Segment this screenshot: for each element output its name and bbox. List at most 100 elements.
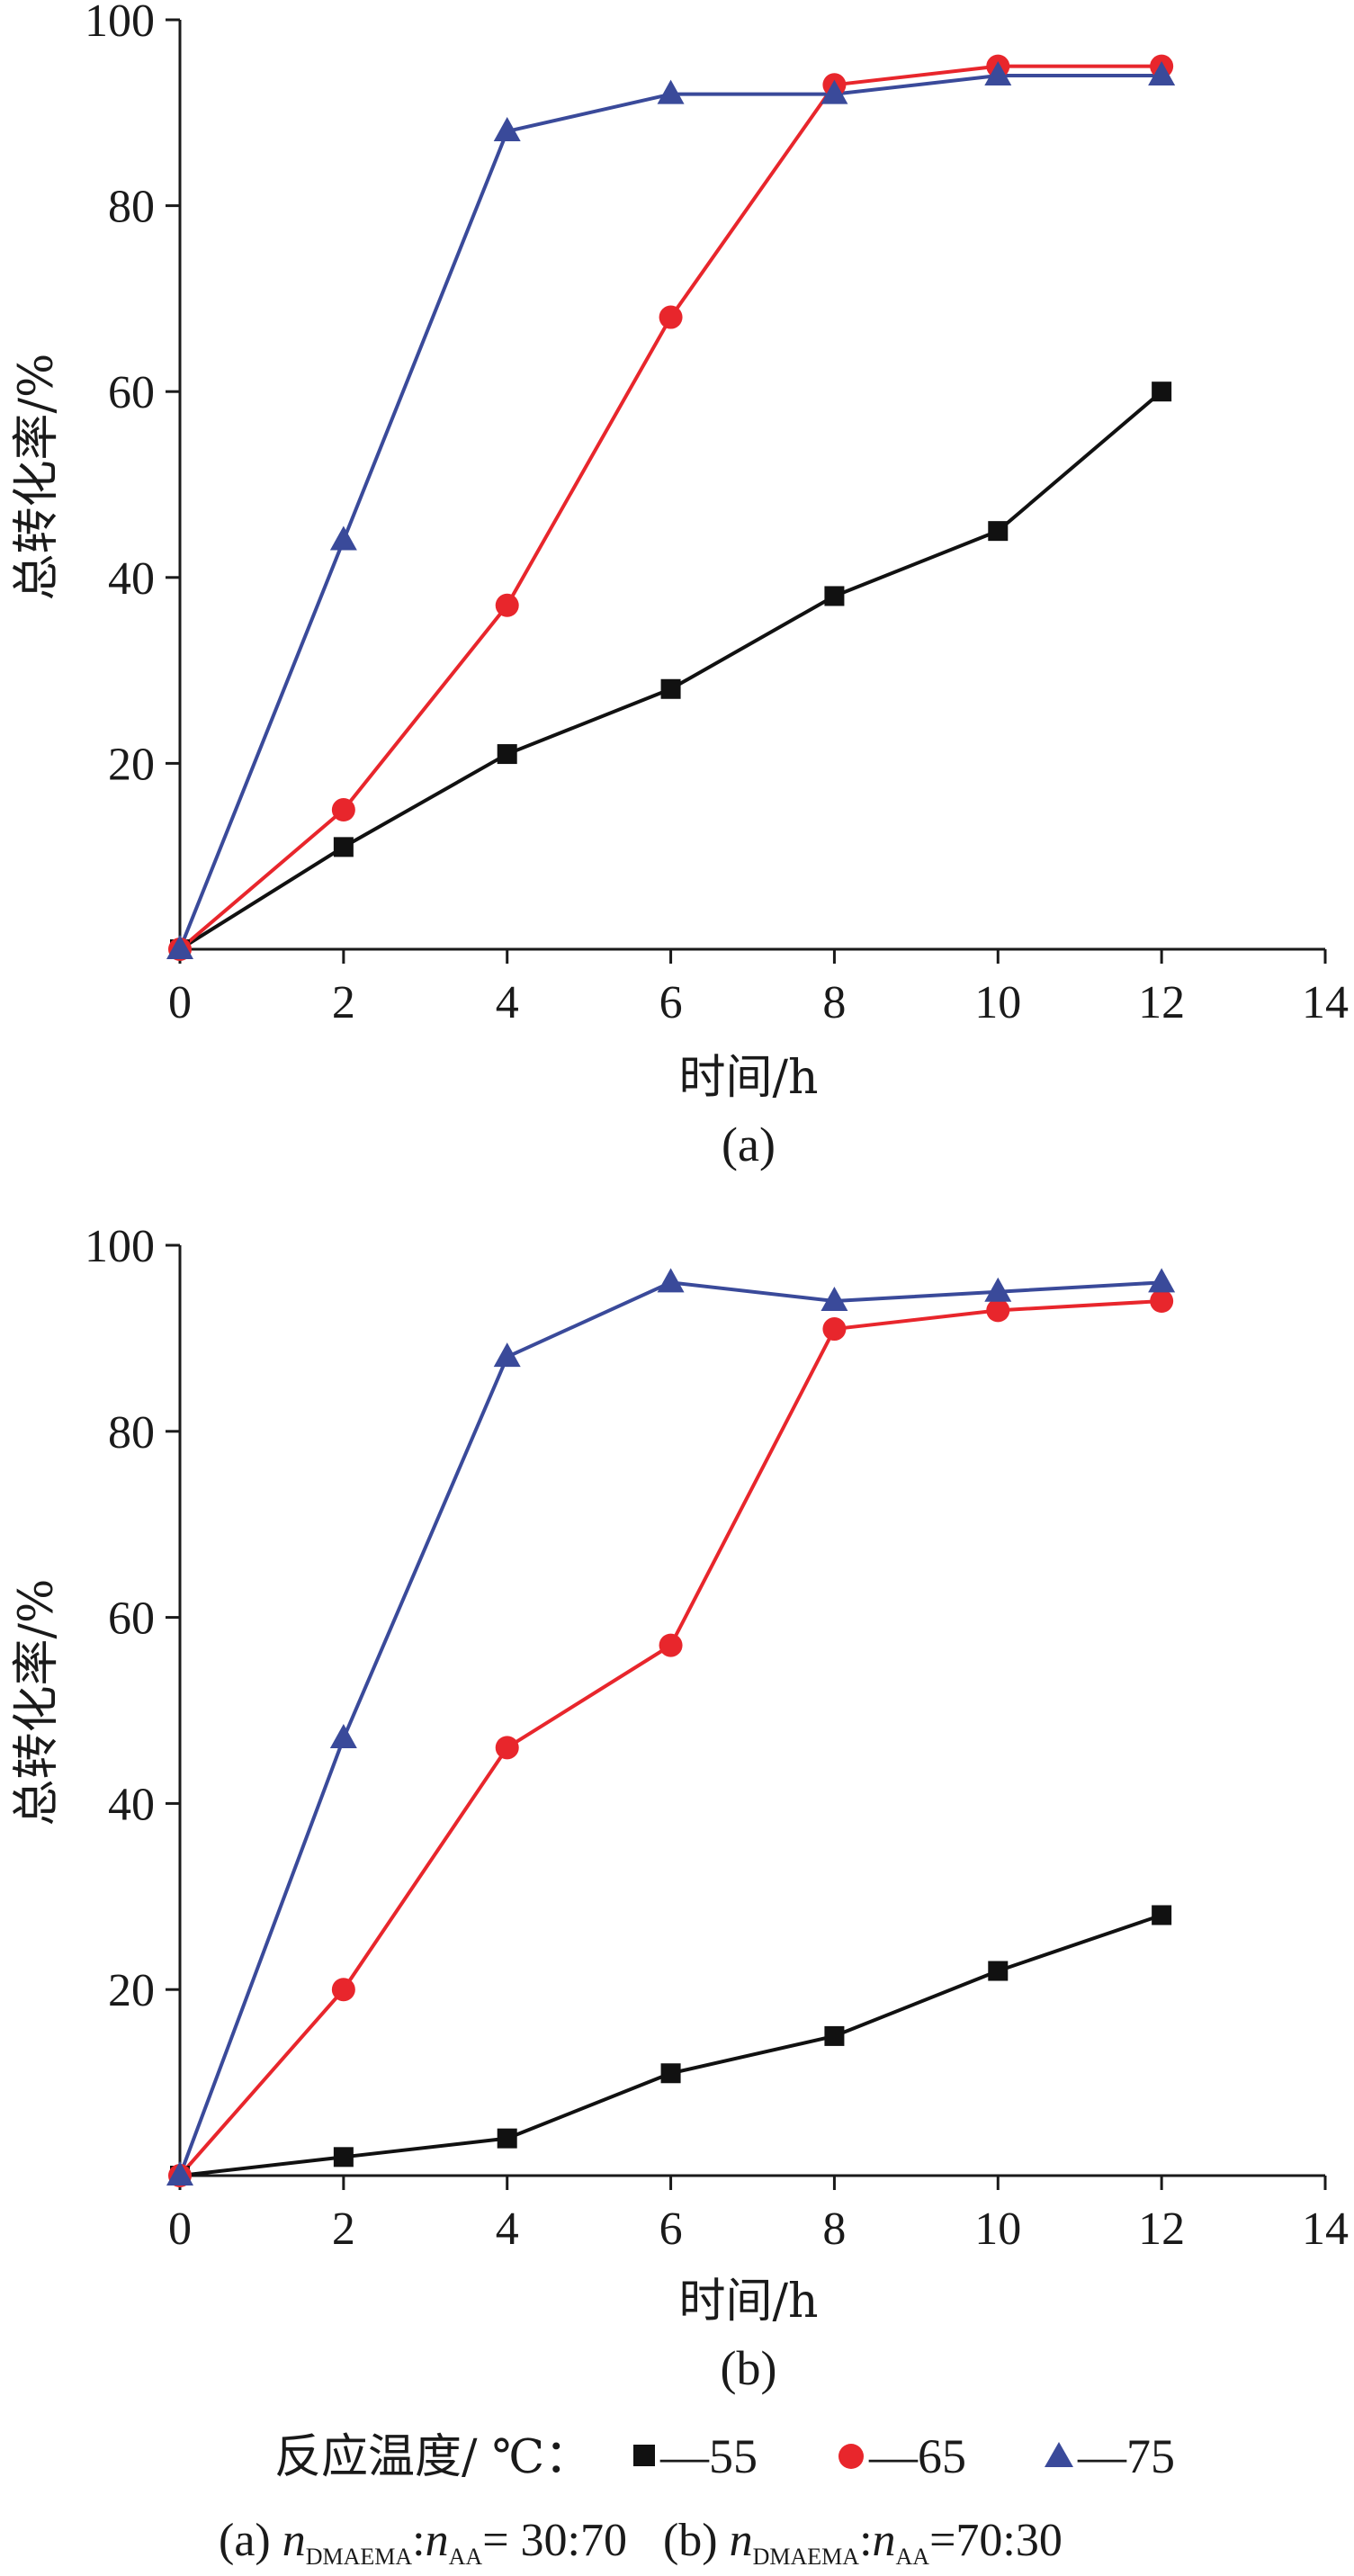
data-point-a-75-0 [166,935,193,959]
plot-area-b: 0 2 4 6 8 10 12 14 20 40 60 80 100 [85,1221,1349,2255]
caption-colon-a: : [412,2515,425,2566]
caption-ratio-b: =70:30 [929,2515,1063,2566]
data-point-b-65-10 [986,1298,1010,1323]
y-tick-label-a-80: 80 [108,182,155,233]
panel-label-b: (b) [721,2341,777,2395]
data-point-b-55-4 [497,2128,517,2149]
data-point-b-75-0 [166,2161,193,2186]
legend-marker-circle [838,2444,864,2469]
chart-panel-a: 0 2 4 6 8 10 12 14 20 40 60 80 100 时间/h 总转化率/% (a) [10,0,1349,1171]
caption-colon-b: : [859,2515,872,2566]
x-tick-label-a-2: 2 [332,977,355,1028]
y-tick-label-b-20: 20 [108,1965,155,2016]
data-point-b-65-2 [331,1978,355,2002]
caption-sub-aa-b: AA [896,2544,930,2570]
caption-n-aa-b: n [873,2515,896,2566]
data-point-a-75-8 [820,79,848,104]
legend-label-75: —75 [1077,2429,1175,2483]
x-tick-label-b-2: 2 [332,2204,355,2255]
x-tick-label-b-12: 12 [1138,2204,1185,2255]
data-point-b-55-6 [660,2063,681,2084]
data-point-a-55-4 [497,744,517,765]
caption-sub-dmaema-a: DMAEMA [306,2544,413,2570]
x-tick-label-a-10: 10 [974,977,1021,1028]
data-point-b-75-12 [1148,1268,1176,1293]
data-point-b-65-12 [1150,1289,1174,1314]
data-point-a-75-10 [984,60,1012,85]
legend-title: 反应温度/ ℃： [274,2430,591,2484]
x-tick-label-b-4: 4 [496,2204,519,2255]
y-tick-label-b-80: 80 [108,1407,155,1459]
data-point-a-75-12 [1148,60,1176,85]
data-point-a-55-10 [988,521,1009,542]
chart-panel-b: 0 2 4 6 8 10 12 14 20 40 60 80 100 时间/h 总转化率/% (b) [10,1221,1349,2395]
data-point-b-55-8 [824,2025,845,2046]
data-point-a-65-2 [331,798,355,822]
data-point-b-65-4 [495,1736,519,1760]
x-tick-label-b-14: 14 [1302,2204,1349,2255]
data-point-a-65-6 [659,305,683,329]
data-point-a-75-6 [657,79,685,104]
y-tick-label-b-40: 40 [108,1779,155,1830]
data-point-a-55-12 [1152,381,1172,402]
x-axis-label-b: 时间/h [678,2275,818,2329]
plot-area-a: 0 2 4 6 8 10 12 14 20 40 60 80 100 [85,0,1349,1028]
y-axis-label-a: 总转化率/% [10,354,64,601]
caption-a-prefix: (a) [219,2515,282,2566]
data-point-a-55-8 [824,586,845,606]
data-point-b-75-6 [657,1268,685,1293]
x-tick-label-b-6: 6 [659,2204,683,2255]
y-tick-label-a-100: 100 [85,0,155,47]
caption-n-aa-a: n [426,2515,449,2566]
legend-marker-triangle [1045,2442,1073,2467]
caption-b-prefix: (b) [663,2515,730,2566]
data-point-a-55-2 [333,837,354,857]
data-point-b-65-6 [659,1633,683,1657]
series-line-a-55 [178,390,1163,951]
x-tick-label-a-0: 0 [168,977,192,1028]
x-tick-label-b-0: 0 [168,2204,192,2255]
legend: 反应温度/ ℃： —55 —65 —75 [274,2429,1175,2484]
legend-label-55: —55 [659,2429,758,2483]
caption-sub-aa-a: AA [449,2544,483,2570]
data-point-a-65-4 [495,593,519,617]
data-point-b-55-2 [333,2147,354,2168]
data-point-a-75-4 [493,116,521,141]
y-tick-label-b-60: 60 [108,1593,155,1645]
legend-label-65: —65 [868,2429,966,2483]
caption-n-dmaema-b: n [730,2515,753,2566]
y-tick-label-a-20: 20 [108,739,155,790]
caption-ratio-a: = 30:70 [482,2515,627,2566]
caption-n-dmaema-a: n [282,2515,306,2566]
x-tick-label-a-14: 14 [1302,977,1349,1028]
data-point-a-55-6 [660,678,681,699]
x-tick-label-a-12: 12 [1138,977,1185,1028]
x-axis-label-a: 时间/h [678,1051,818,1105]
data-point-b-55-10 [988,1961,1009,1981]
legend-marker-square [633,2445,655,2466]
series-line-b-65 [178,1299,1162,2177]
data-point-b-75-8 [820,1287,848,1312]
data-point-b-65-8 [822,1317,847,1342]
caption-sub-dmaema-b: DMAEMA [753,2544,860,2570]
y-tick-label-b-100: 100 [85,1221,155,1272]
series-line-a-65 [178,64,1162,951]
data-point-b-75-4 [493,1342,521,1368]
caption: (a) nDMAEMA:nAA= 30:70 (b) nDMAEMA:nAA=70… [219,2515,1063,2570]
data-point-b-75-2 [329,1724,357,1749]
data-point-a-75-2 [329,525,357,551]
data-point-b-75-10 [984,1277,1012,1302]
y-axis-label-b: 总转化率/% [10,1579,64,1827]
series-line-a-75 [178,73,1162,950]
panel-label-a: (a) [722,1117,776,1171]
series-line-b-75 [178,1280,1162,2177]
y-tick-label-a-60: 60 [108,367,155,418]
x-tick-label-a-4: 4 [496,977,519,1028]
data-point-b-55-12 [1152,1905,1172,1925]
x-tick-label-a-8: 8 [822,977,846,1028]
x-tick-label-a-6: 6 [659,977,683,1028]
y-tick-label-a-40: 40 [108,553,155,605]
x-tick-label-b-10: 10 [974,2204,1021,2255]
x-tick-label-b-8: 8 [822,2204,846,2255]
